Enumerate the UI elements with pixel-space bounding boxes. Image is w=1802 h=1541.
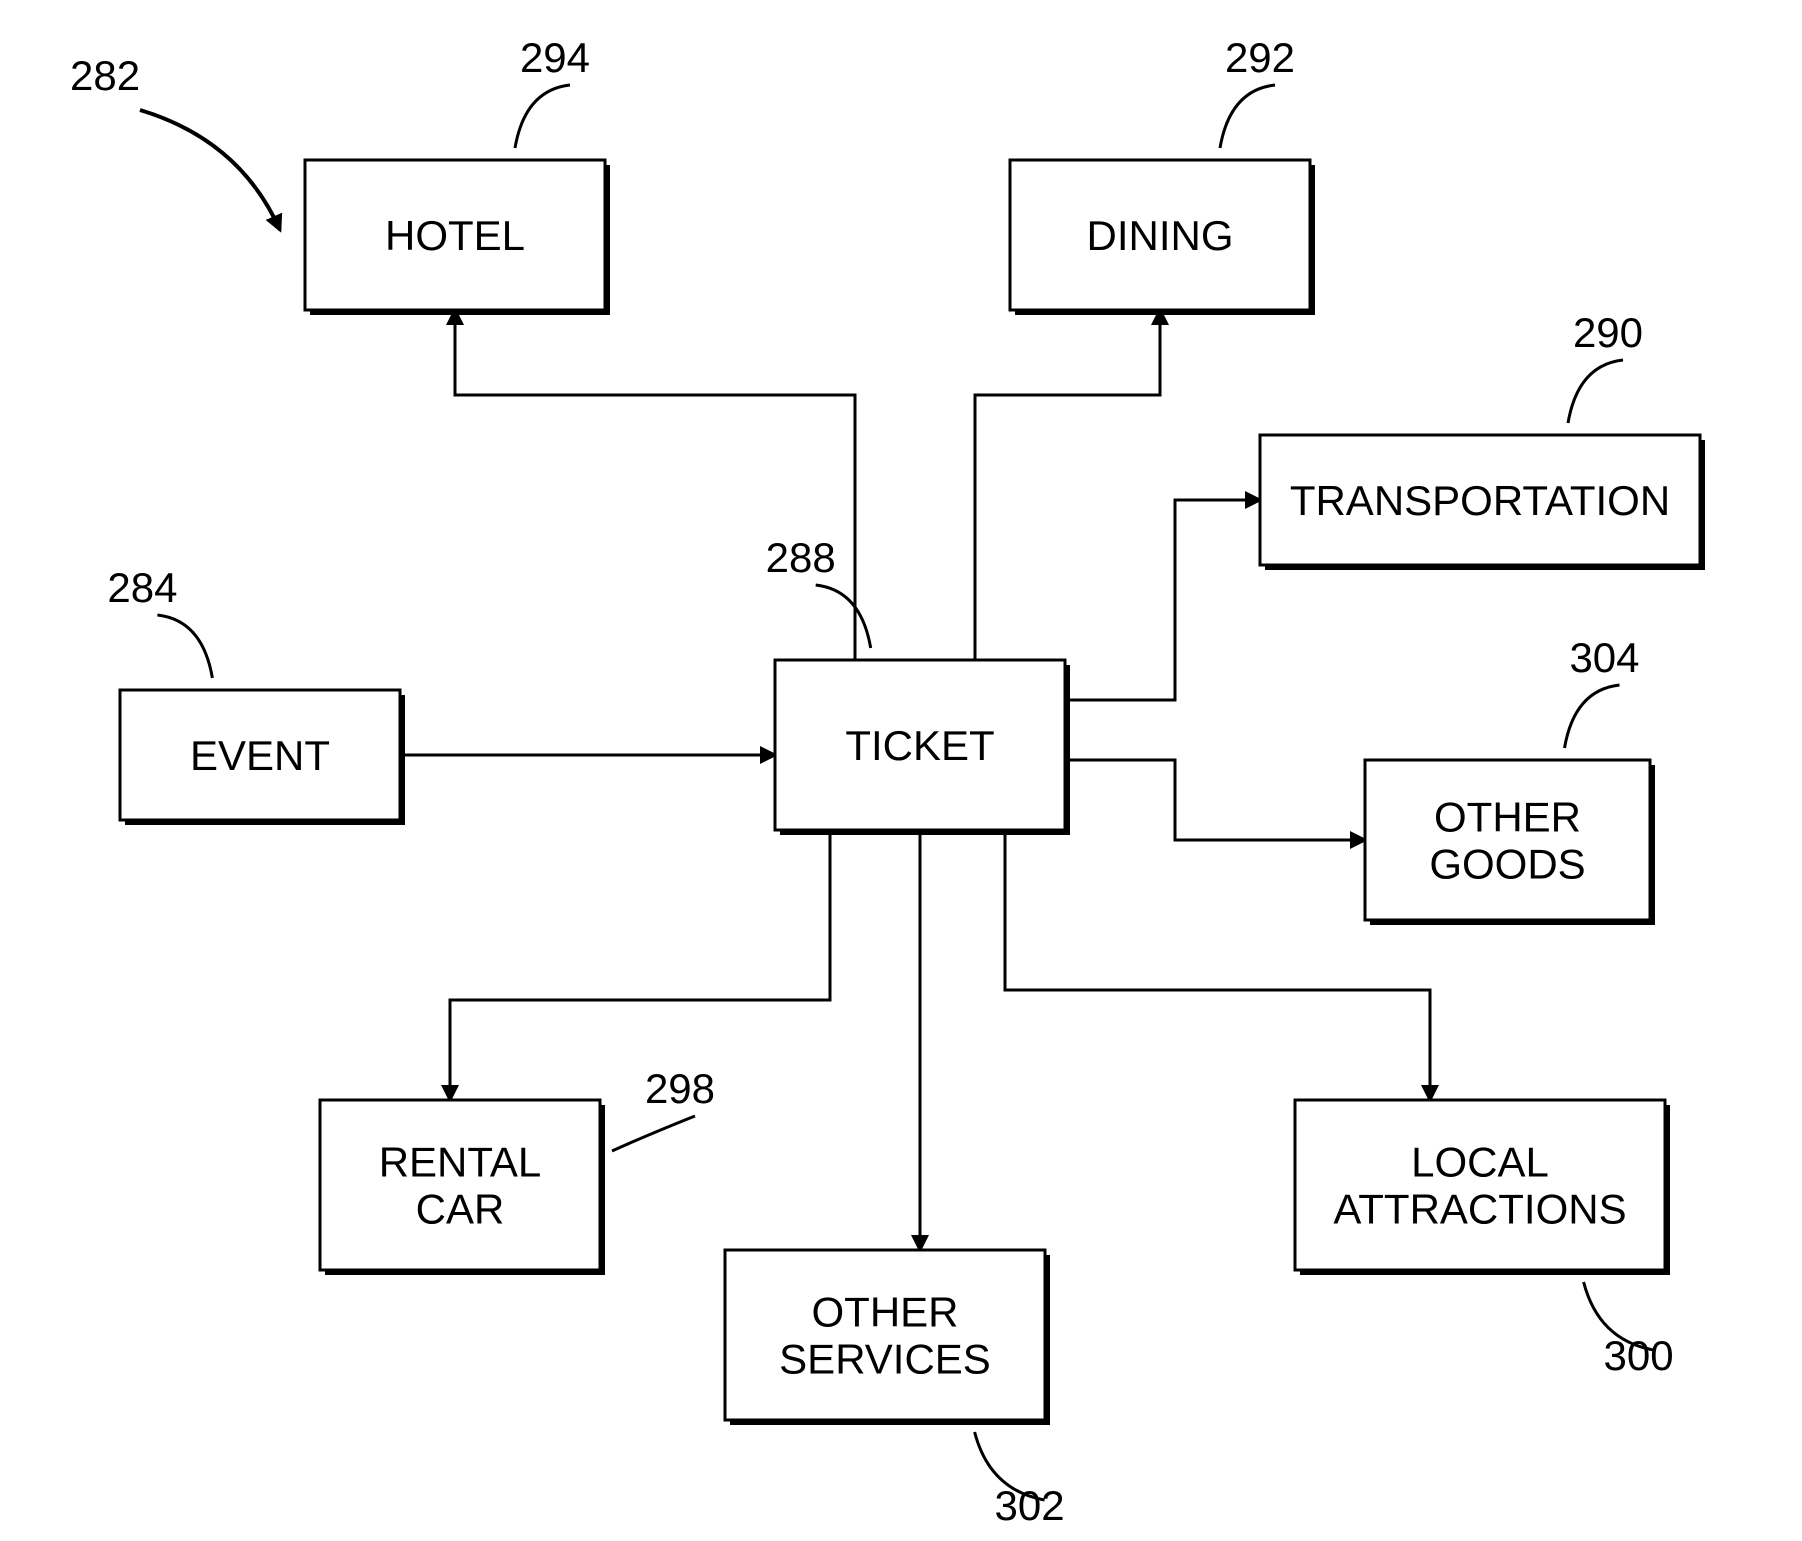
diagram-svg: EVENT 284 TICKET 288 HOTEL 294 DINING 292 TRANSP… <box>0 0 1802 1541</box>
node-othergoods: OTHERGOODS <box>1365 760 1655 925</box>
ref-number-304: 304 <box>1569 634 1639 681</box>
ref-leader-304 <box>1565 685 1620 748</box>
node-otherserv: OTHERSERVICES <box>725 1250 1050 1425</box>
edge-ticket-to-hotel <box>455 310 855 660</box>
ref-number-290: 290 <box>1573 309 1643 356</box>
ref-number-300: 300 <box>1604 1332 1674 1379</box>
ref-leader-290 <box>1568 360 1623 423</box>
node-rental: RENTALCAR <box>320 1100 605 1275</box>
edge-ticket-to-transport <box>1065 500 1260 700</box>
node-ticket: TICKET <box>775 660 1070 835</box>
edge-ticket-to-othergoods <box>1065 760 1365 840</box>
figure-ref-number: 282 <box>70 52 140 99</box>
diagram-container: EVENT 284 TICKET 288 HOTEL 294 DINING 292 TRANSP… <box>0 0 1802 1541</box>
node-dining-label: DINING <box>1087 212 1234 259</box>
ref-number-284: 284 <box>107 564 177 611</box>
ref-leader-284 <box>157 615 212 678</box>
node-ticket-label: TICKET <box>845 722 994 769</box>
ref-leader-292 <box>1220 85 1275 148</box>
ref-number-292: 292 <box>1225 34 1295 81</box>
ref-number-288: 288 <box>766 534 836 581</box>
node-transport: TRANSPORTATION <box>1260 435 1705 570</box>
figure-ref-arrow <box>140 110 280 230</box>
node-event-label: EVENT <box>190 732 330 779</box>
ref-leader-294 <box>515 85 570 148</box>
edge-ticket-to-dining <box>975 310 1160 660</box>
node-event: EVENT <box>120 690 405 825</box>
node-local: LOCALATTRACTIONS <box>1295 1100 1670 1275</box>
ref-leader-288 <box>816 585 871 648</box>
ref-leader-298 <box>612 1116 695 1151</box>
edge-ticket-to-rental <box>450 830 830 1100</box>
ref-number-302: 302 <box>995 1482 1065 1529</box>
node-transport-label: TRANSPORTATION <box>1290 477 1670 524</box>
ref-number-298: 298 <box>645 1065 715 1112</box>
node-dining: DINING <box>1010 160 1315 315</box>
node-hotel-label: HOTEL <box>385 212 525 259</box>
ref-number-294: 294 <box>520 34 590 81</box>
node-hotel: HOTEL <box>305 160 610 315</box>
node-othergoods-label: OTHERGOODS <box>1429 793 1585 887</box>
